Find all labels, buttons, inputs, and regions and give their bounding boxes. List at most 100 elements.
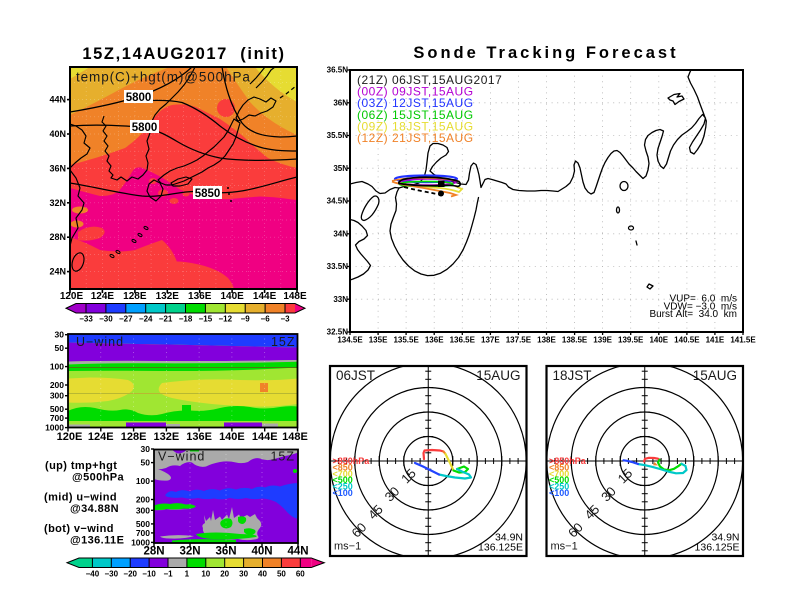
- svg-text:36N: 36N: [333, 98, 348, 107]
- svg-text:148E: 148E: [283, 291, 307, 302]
- svg-text:141E: 141E: [706, 336, 725, 345]
- svg-text:ms−1: ms−1: [551, 541, 578, 553]
- svg-text:15AUG: 15AUG: [693, 368, 737, 383]
- svg-text:28N: 28N: [143, 546, 164, 558]
- svg-text:500: 500: [136, 519, 150, 529]
- svg-text:Burst Alt= 34.0 km: Burst Alt= 34.0 km: [649, 309, 737, 320]
- svg-text:−30: −30: [99, 315, 113, 324]
- svg-text:136.125E: 136.125E: [695, 542, 740, 554]
- svg-text:18JST: 18JST: [553, 368, 592, 383]
- svg-text:30: 30: [239, 570, 248, 579]
- svg-text:44N: 44N: [49, 95, 66, 105]
- svg-text:(mid) u−wind: (mid) u−wind: [44, 492, 117, 504]
- svg-text:35.5N: 35.5N: [327, 131, 349, 140]
- svg-text:120E: 120E: [57, 431, 83, 443]
- svg-text:124E: 124E: [88, 431, 114, 443]
- svg-text:132E: 132E: [156, 291, 180, 302]
- svg-text:15Z,14AUG2017 (init): 15Z,14AUG2017 (init): [82, 45, 285, 63]
- svg-text:33N: 33N: [333, 295, 348, 304]
- svg-text:<700: <700: [333, 469, 353, 479]
- svg-text:−40: −40: [86, 570, 100, 579]
- svg-text:−3: −3: [280, 315, 290, 324]
- svg-text:28N: 28N: [49, 232, 66, 242]
- svg-text:>850hPa: >850hPa: [333, 456, 371, 466]
- svg-text:−27: −27: [119, 315, 133, 324]
- svg-text:ms−1: ms−1: [334, 541, 361, 553]
- svg-text:135.5E: 135.5E: [393, 336, 419, 345]
- svg-text:(21Z) 06JST,15AUG2017: (21Z) 06JST,15AUG2017: [357, 73, 502, 87]
- svg-text:144E: 144E: [253, 291, 277, 302]
- svg-text:40N: 40N: [49, 129, 66, 139]
- svg-text:30: 30: [382, 484, 403, 505]
- svg-text:<500: <500: [333, 475, 353, 485]
- svg-text:139E: 139E: [593, 336, 612, 345]
- svg-text:136E: 136E: [425, 336, 444, 345]
- svg-text:1000: 1000: [131, 537, 150, 547]
- svg-text:36N: 36N: [49, 163, 66, 173]
- svg-text:60: 60: [296, 570, 305, 579]
- svg-text:(06Z) 15JST,15AUG: (06Z) 15JST,15AUG: [357, 108, 474, 122]
- svg-text:−30: −30: [105, 570, 119, 579]
- svg-text:140.5E: 140.5E: [674, 336, 700, 345]
- svg-text:(03Z) 12JST,15AUG: (03Z) 12JST,15AUG: [357, 96, 474, 110]
- svg-text:137.5E: 137.5E: [506, 336, 532, 345]
- svg-text:140E: 140E: [220, 291, 244, 302]
- svg-text:124E: 124E: [91, 291, 115, 302]
- svg-text:(12Z) 21JST,15AUG: (12Z) 21JST,15AUG: [357, 131, 474, 145]
- svg-text:500: 500: [50, 404, 64, 414]
- svg-text:136E: 136E: [188, 291, 212, 302]
- svg-text:138E: 138E: [537, 336, 556, 345]
- svg-text:140E: 140E: [649, 336, 668, 345]
- svg-text:200: 200: [136, 495, 150, 505]
- svg-text:1: 1: [185, 570, 190, 579]
- svg-text:−1: −1: [163, 570, 173, 579]
- svg-text:(bot) v−wind: (bot) v−wind: [44, 523, 114, 535]
- svg-text:132E: 132E: [154, 431, 180, 443]
- svg-text:VUP= 6.0 m/s: VUP= 6.0 m/s: [669, 294, 737, 305]
- svg-text:34.9N: 34.9N: [711, 532, 739, 544]
- svg-text:300: 300: [50, 391, 64, 401]
- svg-text:144E: 144E: [252, 431, 278, 443]
- svg-text:−33: −33: [79, 315, 93, 324]
- svg-text:15Z: 15Z: [270, 450, 295, 464]
- svg-text:34.5N: 34.5N: [327, 197, 349, 206]
- svg-text:136.125E: 136.125E: [478, 542, 523, 554]
- svg-text:20: 20: [220, 570, 229, 579]
- svg-text:135E: 135E: [369, 336, 388, 345]
- svg-text:148E: 148E: [282, 431, 308, 443]
- svg-text:−24: −24: [139, 315, 153, 324]
- svg-text:32N: 32N: [49, 198, 66, 208]
- svg-text:128E: 128E: [123, 291, 147, 302]
- svg-text:36.5N: 36.5N: [327, 66, 349, 75]
- svg-text:30: 30: [141, 444, 151, 454]
- svg-text:15Z: 15Z: [271, 335, 296, 349]
- svg-text:33.5N: 33.5N: [327, 262, 349, 271]
- svg-text:5800: 5800: [126, 92, 152, 104]
- svg-text:136.5E: 136.5E: [450, 336, 476, 345]
- svg-text:temp(C)+hgt(m)@500hPa: temp(C)+hgt(m)@500hPa: [76, 70, 251, 85]
- svg-text:137E: 137E: [481, 336, 500, 345]
- svg-text:−15: −15: [199, 315, 213, 324]
- svg-text:40: 40: [258, 570, 267, 579]
- svg-text:30: 30: [598, 484, 619, 505]
- svg-text:10: 10: [201, 570, 210, 579]
- svg-text:@500hPa: @500hPa: [72, 472, 125, 484]
- svg-text:<250: <250: [333, 482, 353, 492]
- svg-text:−18: −18: [179, 315, 193, 324]
- svg-text:−6: −6: [261, 315, 271, 324]
- svg-text:15: 15: [615, 465, 636, 486]
- svg-text:<700: <700: [549, 469, 569, 479]
- svg-text:34N: 34N: [333, 229, 348, 238]
- svg-text:15AUG: 15AUG: [476, 368, 520, 383]
- svg-text:V−wind: V−wind: [158, 450, 205, 464]
- svg-text:120E: 120E: [60, 291, 84, 302]
- svg-text:<100: <100: [333, 488, 353, 498]
- svg-text:36N: 36N: [215, 546, 236, 558]
- svg-text:<850: <850: [549, 462, 569, 472]
- svg-text:@34.88N: @34.88N: [70, 503, 119, 515]
- svg-text:32.5N: 32.5N: [327, 328, 349, 337]
- svg-text:−9: −9: [241, 315, 251, 324]
- svg-text:VDW= −3.0 m/s: VDW= −3.0 m/s: [664, 301, 737, 312]
- svg-text:50: 50: [277, 570, 286, 579]
- svg-text:>850hPa: >850hPa: [549, 456, 587, 466]
